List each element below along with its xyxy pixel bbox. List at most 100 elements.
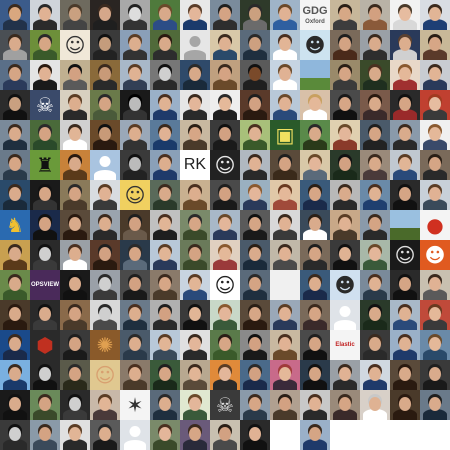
avatar[interactable] bbox=[240, 150, 270, 180]
avatar[interactable] bbox=[270, 180, 300, 210]
cartoon-avatar[interactable]: ☻ bbox=[300, 30, 330, 60]
avatar[interactable] bbox=[210, 300, 240, 330]
avatar[interactable] bbox=[150, 240, 180, 270]
cartoon-avatar[interactable]: ▣ bbox=[270, 120, 300, 150]
avatar[interactable] bbox=[420, 120, 450, 150]
avatar[interactable] bbox=[300, 210, 330, 240]
avatar[interactable] bbox=[300, 420, 330, 450]
avatar[interactable] bbox=[210, 330, 240, 360]
avatar[interactable] bbox=[60, 270, 90, 300]
avatar[interactable] bbox=[60, 180, 90, 210]
avatar[interactable] bbox=[390, 390, 420, 420]
avatar[interactable] bbox=[60, 390, 90, 420]
avatar[interactable] bbox=[60, 60, 90, 90]
avatar[interactable] bbox=[240, 180, 270, 210]
avatar[interactable] bbox=[60, 150, 90, 180]
avatar[interactable] bbox=[330, 30, 360, 60]
avatar[interactable] bbox=[180, 240, 210, 270]
cartoon-avatar[interactable]: ☺ bbox=[120, 180, 150, 210]
avatar[interactable] bbox=[120, 30, 150, 60]
avatar[interactable] bbox=[360, 270, 390, 300]
avatar[interactable] bbox=[240, 30, 270, 60]
avatar[interactable] bbox=[30, 420, 60, 450]
avatar[interactable] bbox=[270, 90, 300, 120]
avatar[interactable] bbox=[180, 330, 210, 360]
avatar[interactable] bbox=[300, 120, 330, 150]
default-avatar[interactable] bbox=[90, 150, 120, 180]
avatar[interactable] bbox=[360, 30, 390, 60]
avatar[interactable] bbox=[180, 390, 210, 420]
avatar[interactable] bbox=[180, 360, 210, 390]
avatar[interactable] bbox=[30, 300, 60, 330]
avatar[interactable] bbox=[210, 0, 240, 30]
avatar[interactable] bbox=[180, 420, 210, 450]
avatar[interactable] bbox=[420, 270, 450, 300]
avatar[interactable] bbox=[210, 120, 240, 150]
avatar[interactable] bbox=[300, 90, 330, 120]
cartoon-avatar[interactable]: ♜ bbox=[30, 150, 60, 180]
cartoon-avatar[interactable]: ☠ bbox=[30, 90, 60, 120]
avatar[interactable] bbox=[150, 150, 180, 180]
avatar[interactable] bbox=[420, 360, 450, 390]
avatar[interactable] bbox=[210, 360, 240, 390]
avatar[interactable] bbox=[60, 360, 90, 390]
avatar[interactable] bbox=[0, 60, 30, 90]
avatar[interactable] bbox=[90, 240, 120, 270]
avatar[interactable] bbox=[150, 60, 180, 90]
avatar[interactable] bbox=[90, 60, 120, 90]
avatar[interactable] bbox=[360, 330, 390, 360]
avatar[interactable] bbox=[330, 0, 360, 30]
avatar[interactable] bbox=[240, 210, 270, 240]
avatar[interactable] bbox=[360, 120, 390, 150]
default-avatar[interactable] bbox=[270, 270, 300, 300]
avatar[interactable] bbox=[360, 210, 390, 240]
text-avatar[interactable]: Elastic bbox=[330, 330, 360, 360]
avatar[interactable] bbox=[180, 120, 210, 150]
landscape-avatar[interactable] bbox=[390, 210, 420, 240]
avatar[interactable] bbox=[150, 210, 180, 240]
avatar[interactable] bbox=[0, 330, 30, 360]
avatar[interactable] bbox=[120, 330, 150, 360]
avatar[interactable] bbox=[60, 210, 90, 240]
avatar[interactable] bbox=[270, 210, 300, 240]
avatar[interactable] bbox=[30, 390, 60, 420]
avatar[interactable] bbox=[390, 30, 420, 60]
cartoon-avatar[interactable]: ⬢ bbox=[30, 330, 60, 360]
avatar[interactable] bbox=[90, 390, 120, 420]
avatar[interactable] bbox=[180, 0, 210, 30]
avatar[interactable] bbox=[300, 360, 330, 390]
avatar[interactable] bbox=[30, 360, 60, 390]
cartoon-avatar[interactable]: ☺ bbox=[60, 30, 90, 60]
avatar[interactable] bbox=[150, 330, 180, 360]
avatar[interactable] bbox=[0, 240, 30, 270]
avatar[interactable] bbox=[120, 120, 150, 150]
avatar[interactable] bbox=[360, 0, 390, 30]
avatar[interactable] bbox=[0, 180, 30, 210]
cartoon-avatar[interactable]: ♞ bbox=[0, 210, 30, 240]
avatar[interactable] bbox=[90, 300, 120, 330]
avatar[interactable] bbox=[330, 150, 360, 180]
avatar[interactable] bbox=[120, 300, 150, 330]
avatar[interactable] bbox=[240, 90, 270, 120]
avatar[interactable] bbox=[150, 360, 180, 390]
avatar[interactable] bbox=[0, 150, 30, 180]
avatar[interactable] bbox=[120, 360, 150, 390]
avatar[interactable] bbox=[90, 420, 120, 450]
avatar[interactable] bbox=[240, 420, 270, 450]
default-avatar[interactable] bbox=[330, 300, 360, 330]
avatar[interactable] bbox=[0, 300, 30, 330]
avatar[interactable] bbox=[360, 390, 390, 420]
avatar[interactable] bbox=[390, 0, 420, 30]
avatar[interactable] bbox=[330, 210, 360, 240]
avatar[interactable] bbox=[240, 390, 270, 420]
avatar[interactable] bbox=[330, 180, 360, 210]
avatar[interactable] bbox=[420, 180, 450, 210]
avatar[interactable] bbox=[330, 360, 360, 390]
avatar[interactable] bbox=[180, 90, 210, 120]
avatar[interactable] bbox=[270, 390, 300, 420]
avatar[interactable] bbox=[0, 420, 30, 450]
avatar[interactable] bbox=[60, 90, 90, 120]
avatar[interactable] bbox=[420, 30, 450, 60]
avatar[interactable] bbox=[90, 90, 120, 120]
cartoon-avatar[interactable]: ☻ bbox=[420, 240, 450, 270]
